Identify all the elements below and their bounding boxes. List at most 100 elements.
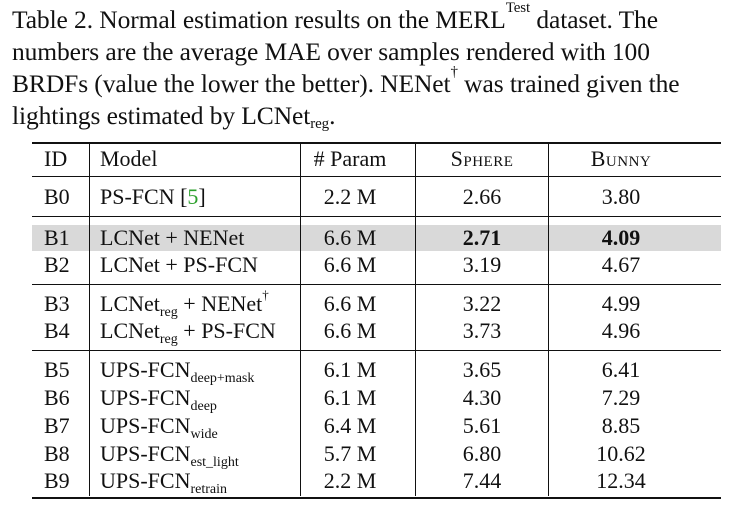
row-bunny: 3.80 — [601, 184, 641, 209]
caption-word: estimation — [182, 5, 289, 34]
row-id: B5 — [44, 357, 70, 382]
row-param: 2.2 M — [323, 468, 377, 493]
table-top-rule — [32, 142, 721, 144]
row-bunny: 12.34 — [596, 468, 646, 493]
table-header-row: ID Model # Param Sphere Bunny — [32, 145, 721, 173]
caption-dataset-name: MERLTest — [435, 1, 530, 35]
caption-word: The — [618, 5, 658, 34]
subscript: reg — [310, 116, 330, 132]
table-row: B2 LCNet + PS-FCN 6.6 M 3.19 4.67 — [32, 251, 721, 279]
row-model: LCNet + PS-FCN — [100, 252, 258, 277]
row-param: 5.7 M — [323, 441, 377, 466]
header-bunny: Bunny — [590, 146, 652, 171]
row-sphere: 3.65 — [462, 357, 502, 382]
group-rule-1 — [32, 216, 721, 217]
row-param: 6.1 M — [323, 385, 377, 410]
model-subscript: deep+mask — [190, 371, 255, 386]
table-row: B1 LCNet + NENet 6.6 M 2.71 4.09 — [32, 224, 721, 252]
row-sphere: 3.73 — [462, 318, 502, 343]
column-divider — [548, 144, 549, 496]
row-model: LCNetreg + PS-FCN — [100, 317, 276, 347]
model-subscript: est_light — [190, 455, 239, 470]
row-sphere: 4.30 — [462, 385, 502, 410]
column-divider — [89, 144, 90, 496]
row-param: 6.6 M — [323, 318, 377, 343]
table-caption: Table 2. Normal estimation results on th… — [12, 1, 730, 132]
model-name: LCNet — [100, 318, 160, 343]
row-sphere: 7.44 — [462, 468, 502, 493]
row-id: B4 — [44, 318, 70, 343]
row-model: UPS-FCNdeep+mask — [100, 356, 254, 386]
model-subscript: deep — [190, 399, 217, 414]
table-row: B0 PS-FCN [5] 2.2 M 2.66 3.80 — [32, 183, 721, 211]
row-sphere: 6.80 — [462, 441, 502, 466]
row-id: B0 — [44, 184, 70, 209]
model-name: UPS-FCN — [100, 468, 191, 493]
caption-text: lightings estimated by LCNet — [12, 101, 311, 130]
row-model: LCNet + NENet — [100, 225, 245, 250]
dagger-mark: † — [450, 64, 459, 80]
caption-text: was trained given the — [457, 69, 680, 98]
row-sphere: 3.22 — [462, 291, 502, 316]
row-param: 6.4 M — [323, 413, 377, 438]
row-param: 6.6 M — [323, 225, 377, 250]
caption-label: Table 2. — [12, 5, 93, 34]
model-subscript: reg — [159, 332, 178, 347]
header-id: ID — [44, 146, 68, 171]
citation-link[interactable]: 5 — [187, 184, 199, 209]
caption-text: . — [329, 101, 336, 130]
row-bunny: 4.67 — [601, 252, 641, 277]
model-name: UPS-FCN — [100, 413, 191, 438]
dataset-name: MERL — [435, 5, 506, 34]
table-row: B3 LCNetreg + NENet† 6.6 M 3.22 4.99 — [32, 287, 721, 320]
model-name: + NENet — [177, 291, 263, 316]
table-row: B8 UPS-FCNest_light 5.7 M 6.80 10.62 — [32, 440, 721, 470]
table-bottom-rule — [32, 497, 721, 499]
model-name: UPS-FCN — [100, 357, 191, 382]
table-row: B6 UPS-FCNdeep 6.1 M 4.30 7.29 — [32, 384, 721, 414]
model-name: PS-FCN [ — [100, 184, 188, 209]
row-bunny: 7.29 — [601, 385, 641, 410]
row-model: UPS-FCNdeep — [100, 384, 217, 414]
caption-line-4: lightings estimated by LCNetreg. — [12, 100, 730, 132]
model-subscript: retrain — [190, 482, 228, 497]
caption-word: on — [366, 5, 392, 34]
table-row: B7 UPS-FCNwide 6.4 M 5.61 8.85 — [32, 412, 721, 442]
row-param: 6.6 M — [323, 252, 377, 277]
row-sphere: 2.66 — [462, 184, 502, 209]
row-bunny: 10.62 — [596, 441, 646, 466]
row-bunny-best: 4.09 — [601, 225, 641, 250]
row-id: B7 — [44, 413, 70, 438]
table-row: B9 UPS-FCNretrain 2.2 M 7.44 12.34 — [32, 467, 721, 497]
header-model: Model — [100, 146, 158, 171]
caption-line-2: numbers are the average MAE over samples… — [12, 37, 650, 66]
row-id: B2 — [44, 252, 70, 277]
best-row-highlight — [32, 225, 721, 251]
column-divider — [300, 144, 301, 496]
column-divider — [415, 144, 416, 496]
model-name: + PS-FCN — [177, 318, 276, 343]
row-bunny: 8.85 — [601, 413, 641, 438]
row-id: B9 — [44, 468, 70, 493]
row-model: UPS-FCNretrain — [100, 467, 227, 497]
caption-word: Normal — [99, 5, 177, 34]
row-param: 6.6 M — [323, 291, 377, 316]
group-rule-3 — [32, 350, 721, 351]
model-name: LCNet — [100, 291, 160, 316]
row-model: PS-FCN [5] — [100, 183, 206, 211]
row-model: UPS-FCNwide — [100, 412, 218, 442]
caption-word: dataset. — [536, 5, 613, 34]
caption-word: results — [294, 5, 361, 34]
dagger-mark: † — [262, 287, 269, 302]
row-sphere-best: 2.71 — [462, 225, 502, 250]
row-model: LCNetreg + NENet† — [100, 287, 269, 320]
model-name: UPS-FCN — [100, 441, 191, 466]
table-row: B4 LCNetreg + PS-FCN 6.6 M 3.73 4.96 — [32, 317, 721, 347]
table-row: B5 UPS-FCNdeep+mask 6.1 M 3.65 6.41 — [32, 356, 721, 386]
header-rule — [32, 176, 721, 177]
row-bunny: 6.41 — [601, 357, 641, 382]
header-param: # Param — [313, 146, 387, 171]
caption-line-3: BRDFs (value the lower the better). NENe… — [12, 65, 730, 100]
caption-text: BRDFs (value the lower the better). NENe… — [12, 69, 451, 98]
row-id: B1 — [44, 225, 70, 250]
